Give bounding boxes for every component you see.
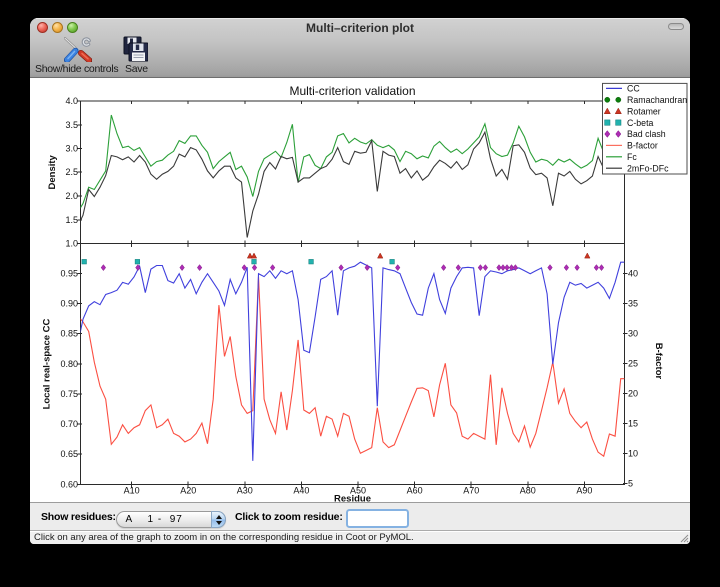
svg-text:2.5: 2.5 — [65, 167, 78, 177]
svg-text:Bad clash: Bad clash — [627, 129, 666, 139]
svg-text:A30: A30 — [237, 486, 253, 496]
svg-text:0.90: 0.90 — [60, 299, 78, 309]
svg-text:0.85: 0.85 — [60, 329, 78, 339]
svg-text:Ramachandran: Ramachandran — [627, 95, 687, 105]
svg-text:0.75: 0.75 — [60, 389, 78, 399]
svg-text:3.5: 3.5 — [65, 120, 78, 130]
svg-text:0.65: 0.65 — [60, 449, 78, 459]
svg-text:Multi-criterion validation: Multi-criterion validation — [289, 84, 415, 98]
svg-text:10: 10 — [628, 448, 638, 458]
svg-text:35: 35 — [628, 298, 638, 308]
svg-text:40: 40 — [628, 268, 638, 278]
svg-text:Rotamer: Rotamer — [627, 106, 661, 116]
svg-text:15: 15 — [628, 418, 638, 428]
svg-text:A20: A20 — [180, 486, 196, 496]
svg-text:1.5: 1.5 — [65, 215, 78, 225]
svg-text:Local real-space CC: Local real-space CC — [42, 318, 53, 409]
svg-text:1.0: 1.0 — [65, 239, 78, 249]
svg-text:CC: CC — [627, 84, 640, 94]
svg-text:A60: A60 — [407, 486, 423, 496]
svg-text:A40: A40 — [293, 486, 309, 496]
svg-text:A70: A70 — [463, 486, 479, 496]
svg-text:2.0: 2.0 — [65, 191, 78, 201]
svg-text:Density: Density — [47, 154, 58, 189]
svg-text:20: 20 — [628, 388, 638, 398]
svg-text:25: 25 — [628, 358, 638, 368]
svg-text:4.0: 4.0 — [65, 96, 78, 106]
svg-text:A90: A90 — [576, 486, 592, 496]
svg-text:B-factor: B-factor — [653, 343, 664, 380]
svg-text:C-beta: C-beta — [627, 118, 654, 128]
svg-text:0.70: 0.70 — [60, 419, 78, 429]
svg-text:Residue: Residue — [334, 494, 371, 505]
svg-text:A50: A50 — [350, 486, 366, 496]
svg-text:3.0: 3.0 — [65, 144, 78, 154]
svg-text:Fc: Fc — [627, 152, 637, 162]
svg-text:A10: A10 — [124, 486, 140, 496]
svg-text:0.95: 0.95 — [60, 268, 78, 278]
svg-text:5: 5 — [628, 478, 633, 488]
svg-text:30: 30 — [628, 328, 638, 338]
svg-text:0.60: 0.60 — [60, 479, 78, 489]
svg-text:2mFo-DFc: 2mFo-DFc — [627, 163, 669, 173]
svg-text:B-factor: B-factor — [627, 141, 658, 151]
svg-text:A80: A80 — [520, 486, 536, 496]
svg-text:0.80: 0.80 — [60, 359, 78, 369]
